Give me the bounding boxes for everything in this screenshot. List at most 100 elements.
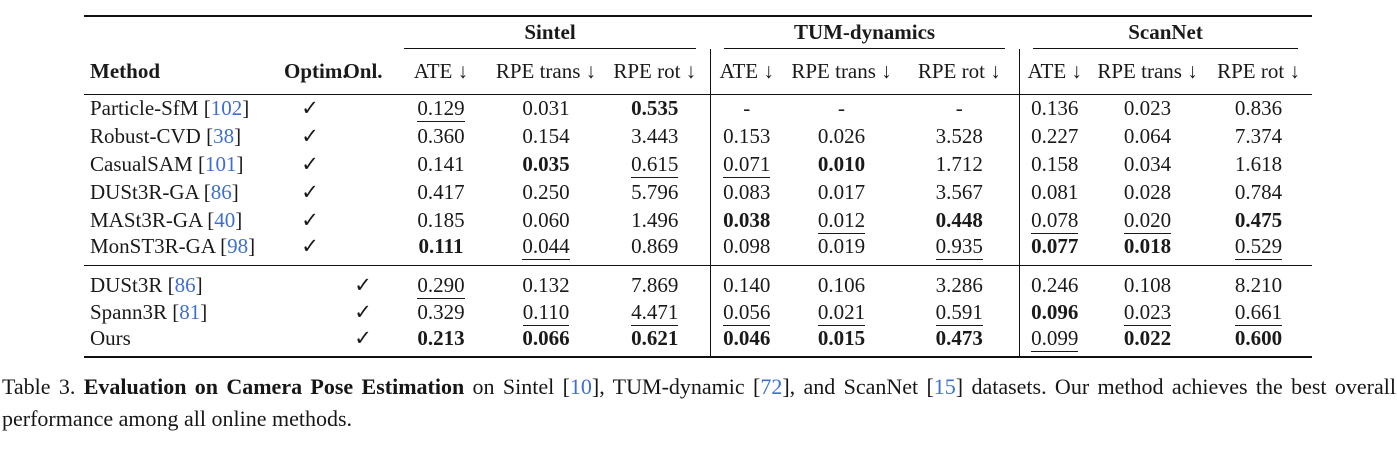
citation-link[interactable]: 98: [227, 234, 249, 258]
dataset-group-header-row: Sintel TUM-dynamics ScanNet: [84, 15, 1313, 49]
citation-link[interactable]: 15: [933, 374, 956, 399]
metric-value: 0.360: [417, 123, 465, 148]
metric-value: 0.448: [935, 207, 983, 232]
group-underline: [404, 48, 697, 49]
method-name-cell: Particle-SfM [102]: [84, 94, 284, 122]
metric-value-cell: 0.290: [390, 265, 492, 299]
metric-value-cell: 0.066: [492, 326, 600, 358]
metric-value: 0.034: [1123, 151, 1172, 176]
optim-column-header: Optim.: [284, 49, 348, 95]
metric-value-cell: 0.031: [492, 94, 600, 122]
citation-link[interactable]: 40: [214, 207, 236, 232]
metric-value-cell: 0.621: [600, 326, 711, 358]
metric-value-cell: 0.448: [900, 206, 1019, 234]
metric-value: 0.153: [723, 123, 771, 148]
metric-value: 0.111: [418, 234, 464, 258]
optim-cell: [284, 326, 336, 358]
metric-value: 0.110: [522, 299, 570, 326]
metric-value-cell: 0.022: [1090, 326, 1206, 358]
citation-link[interactable]: 72: [760, 374, 783, 399]
metric-value-cell: 0.213: [390, 326, 492, 358]
metric-value: 0.023: [1123, 95, 1172, 120]
optim-cell: ✓: [284, 206, 336, 234]
metric-value-cell: 0.078: [1018, 206, 1091, 234]
metric-value-cell: 4.471: [600, 298, 710, 326]
metric-value: 0.473: [935, 326, 983, 350]
citation-link[interactable]: 86: [210, 179, 232, 204]
optim-cell: ✓: [284, 234, 336, 266]
metric-value-cell: 1.712: [900, 150, 1019, 178]
method-name: MonST3R-GA: [90, 234, 215, 258]
metric-value-cell: 0.136: [1018, 94, 1091, 122]
optim-cell: [284, 298, 336, 326]
metric-value: 0.012: [817, 207, 866, 234]
metric-value: 0.529: [1234, 234, 1283, 260]
onl-cell: [336, 178, 390, 206]
table-row: MASt3R-GA [40] ✓ 0.185 0.060 1.496 0.038 0.012…: [84, 206, 1312, 234]
metric-value: 0.621: [631, 326, 679, 350]
metric-value: 0.836: [1234, 95, 1283, 120]
metric-value: -: [955, 95, 963, 120]
metric-value-cell: 3.443: [600, 122, 710, 150]
metric-column-header: RPE rot ↓: [600, 49, 711, 95]
metric-value: 0.141: [417, 151, 465, 176]
metric-value-cell: 0.154: [492, 122, 600, 150]
citation-link[interactable]: 101: [204, 151, 237, 176]
method-column-header: Method: [84, 49, 284, 95]
method-name: DUSt3R-GA: [90, 179, 199, 204]
table-row: CasualSAM [101] ✓ 0.141 0.035 0.615 0.071 0.01…: [84, 150, 1312, 178]
metric-value: 0.591: [935, 299, 983, 326]
method-name: MASt3R-GA: [90, 207, 203, 232]
metric-column-header: RPE rot ↓: [900, 49, 1020, 95]
metric-value-cell: 0.784: [1205, 178, 1312, 206]
optim-cell: ✓: [284, 122, 336, 150]
metric-value-cell: 0.600: [1205, 326, 1313, 358]
metric-value: 0.018: [1123, 234, 1172, 258]
header-spacer: [84, 15, 390, 49]
metric-value: 7.374: [1234, 123, 1283, 148]
optim-cell: [284, 265, 336, 298]
caption-text: ], and ScanNet [: [782, 374, 934, 399]
citation-bracket: [: [167, 273, 175, 297]
metric-value-cell: 0.023: [1090, 94, 1205, 122]
onl-cell: ✓: [336, 265, 390, 298]
citation-link[interactable]: 38: [213, 123, 235, 148]
metric-value-cell: 0.111: [390, 234, 492, 266]
metric-value-cell: 3.286: [900, 265, 1020, 298]
metric-value: 0.035: [522, 151, 570, 176]
caption-text: ], TUM-dynamic [: [591, 374, 761, 399]
citation-bracket: [: [207, 207, 215, 232]
checkmark-icon: ✓: [354, 299, 372, 324]
citation-link[interactable]: 10: [569, 374, 592, 399]
citation-link[interactable]: 102: [210, 95, 243, 120]
metric-value-cell: 0.038: [709, 206, 784, 234]
metric-value: 1.496: [631, 207, 679, 232]
metric-value: 0.158: [1031, 151, 1079, 176]
group-underline: [724, 48, 1006, 49]
caption-text: ] datasets. Our method achieves the best…: [2, 374, 1396, 431]
metric-value-cell: 0.250: [492, 178, 600, 206]
citation-bracket: [: [203, 179, 211, 204]
checkmark-icon: ✓: [301, 95, 319, 120]
group-header-tum-dynamics: TUM-dynamics: [710, 15, 1020, 49]
metric-value-cell: 0.615: [600, 150, 710, 178]
metric-value: 0.026: [817, 123, 866, 148]
citation-link[interactable]: 81: [179, 299, 201, 324]
metric-value-cell: 0.071: [709, 150, 784, 178]
metric-value-cell: 0.096: [1018, 298, 1091, 326]
metric-value: 0.250: [522, 179, 570, 204]
metric-value-cell: 0.010: [783, 150, 900, 178]
metric-value: 0.246: [1031, 273, 1079, 297]
table-row: MonST3R-GA [98] ✓ 0.111 0.044 0.869 0.098 0.01…: [84, 234, 1312, 266]
metric-value-cell: 7.374: [1205, 122, 1312, 150]
group-header-scannet: ScanNet: [1019, 15, 1313, 49]
method-name-cell: MASt3R-GA [40]: [84, 206, 284, 234]
metric-value-cell: 5.796: [600, 178, 710, 206]
metric-value-cell: 0.083: [709, 178, 784, 206]
onl-cell: ✓: [336, 298, 390, 326]
metric-value: 0.227: [1031, 123, 1079, 148]
metric-column-header: ATE ↓: [390, 49, 492, 95]
metric-value-cell: 0.044: [492, 234, 600, 266]
citation-link[interactable]: 86: [174, 273, 196, 297]
metric-value: 3.286: [935, 273, 983, 297]
